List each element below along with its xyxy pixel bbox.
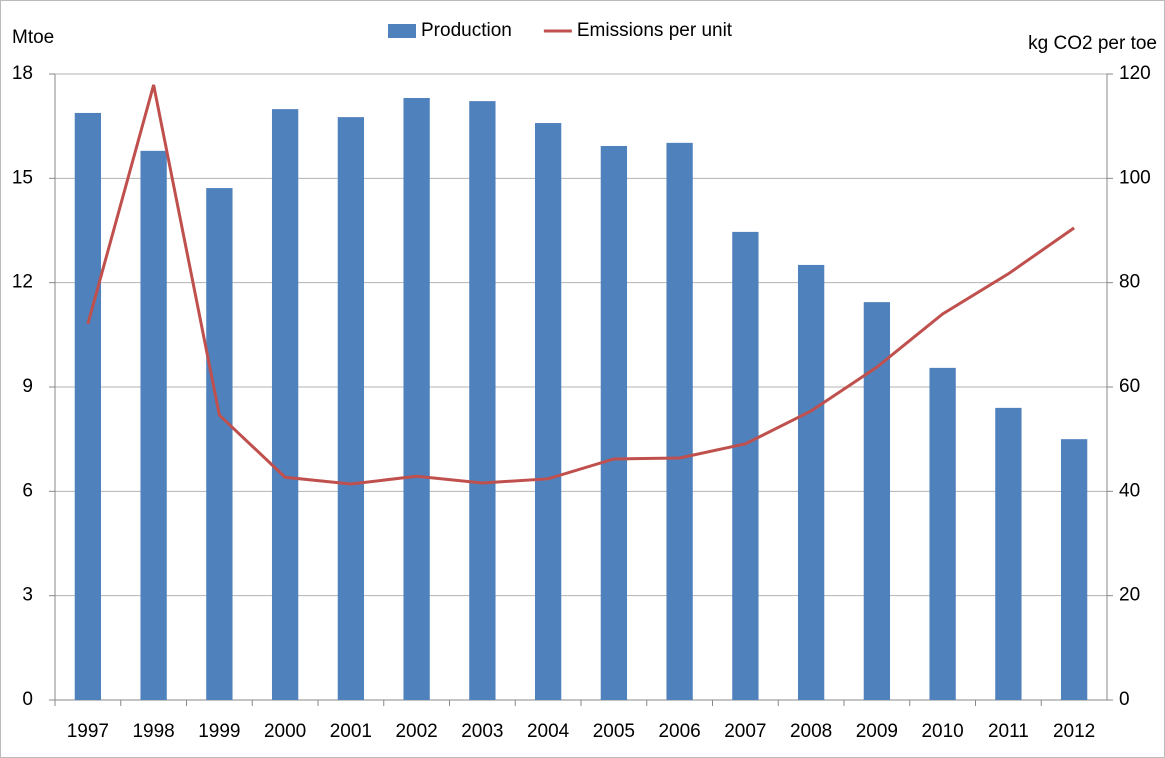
y-axis-label: Mtoe [12, 27, 54, 48]
bar [74, 112, 102, 700]
bar [732, 231, 759, 700]
legend-swatch [388, 24, 416, 38]
y2-tick-label: 100 [1119, 167, 1151, 188]
y-tick-label: 3 [22, 585, 33, 606]
bar [140, 150, 167, 700]
y-tick-label: 0 [22, 689, 33, 710]
x-tick-label: 2012 [1053, 721, 1095, 742]
x-tick-label: 2000 [264, 721, 306, 742]
x-tick-label: 2002 [395, 721, 437, 742]
x-tick-label: 2004 [527, 721, 570, 742]
x-tick-label: 2009 [856, 721, 898, 742]
y2-tick-label: 20 [1119, 585, 1140, 606]
x-tick-label: 1997 [67, 721, 109, 742]
bar [403, 97, 430, 701]
x-tick-label: 2011 [988, 721, 1029, 742]
y2-tick-label: 0 [1119, 689, 1130, 710]
x-tick-label: 2005 [593, 721, 635, 742]
x-tick-label: 1999 [198, 721, 240, 742]
x-tick-label: 2001 [330, 721, 372, 742]
x-tick-label: 2008 [790, 721, 832, 742]
x-tick-label: 2010 [921, 721, 963, 742]
y-tick-label: 6 [22, 480, 33, 501]
bar [469, 101, 496, 701]
bar [797, 264, 825, 700]
legend-label: Emissions per unit [577, 20, 733, 41]
y-tick-label: 18 [12, 63, 33, 84]
y-tick-label: 9 [22, 376, 33, 397]
line [86, 84, 1075, 486]
y2-tick-label: 40 [1119, 480, 1140, 501]
y2-tick-label: 60 [1119, 376, 1140, 397]
bar [666, 142, 693, 701]
bar [995, 407, 1022, 700]
x-tick-label: 2006 [658, 721, 700, 742]
bar [206, 188, 233, 700]
y2-tick-label: 80 [1119, 272, 1140, 293]
bar [863, 302, 891, 700]
bar [929, 367, 956, 700]
x-tick-label: 2007 [724, 721, 766, 742]
bar [1060, 439, 1088, 700]
x-tick-label: 2003 [461, 721, 503, 742]
y2-axis-label: kg CO2 per toe [1028, 33, 1157, 54]
y-tick-label: 15 [12, 167, 33, 188]
y-tick-label: 12 [12, 272, 33, 293]
legend-label: Production [421, 20, 512, 41]
x-tick-label: 1998 [132, 721, 174, 742]
bar [337, 117, 365, 700]
y2-tick-label: 120 [1119, 63, 1151, 84]
bar [534, 123, 562, 700]
bar [600, 145, 628, 701]
bar [271, 109, 299, 701]
